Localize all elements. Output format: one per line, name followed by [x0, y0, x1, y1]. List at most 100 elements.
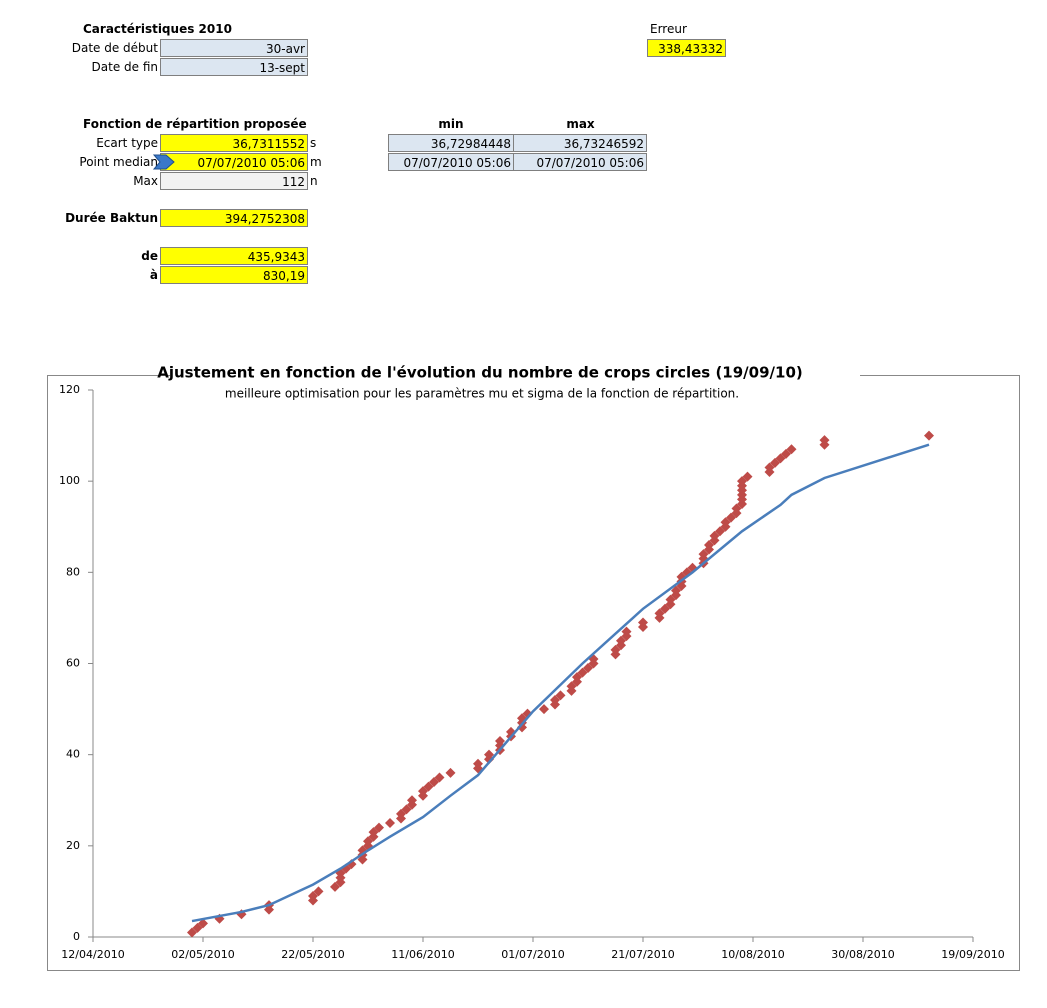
point: [654, 608, 665, 619]
x-tick-label: 01/07/2010: [501, 948, 564, 961]
label: Erreur: [650, 22, 687, 36]
row-label: Ecart type: [96, 136, 158, 150]
x-tick-label: 11/06/2010: [391, 948, 454, 961]
point: [418, 786, 428, 797]
cell[interactable]: 13-sept: [160, 58, 308, 76]
cell[interactable]: 07/07/2010 05:06: [513, 153, 647, 171]
point: [473, 758, 483, 769]
cell[interactable]: 394,2752308: [160, 209, 308, 227]
x-tick-label: 22/05/2010: [281, 948, 344, 961]
cell[interactable]: 36,7311552: [160, 134, 308, 152]
unit: s: [310, 136, 317, 150]
point: [665, 594, 676, 605]
x-tick-label: 19/09/2010: [941, 948, 1004, 961]
row-label: Date de début: [71, 41, 158, 55]
point: [484, 749, 494, 760]
point: [577, 667, 588, 678]
x-tick-label: 02/05/2010: [171, 948, 234, 961]
cell[interactable]: 07/07/2010 05:06: [388, 153, 514, 171]
y-tick-label: 100: [59, 474, 80, 487]
point: [770, 457, 780, 468]
row-label: de: [141, 249, 158, 263]
point: [308, 890, 318, 901]
point: [374, 822, 384, 833]
point: [610, 644, 621, 655]
point: [621, 626, 632, 637]
point: [715, 526, 725, 537]
point: [731, 503, 742, 514]
cell[interactable]: 36,72984448: [388, 134, 514, 152]
cell[interactable]: 112: [160, 172, 308, 190]
point: [764, 462, 775, 473]
point: [566, 681, 577, 692]
point: [187, 927, 197, 938]
arrow-icon[interactable]: [152, 152, 176, 172]
point: [709, 530, 720, 541]
point: [396, 808, 406, 819]
cell[interactable]: 30-avr: [160, 39, 308, 57]
point: [660, 603, 670, 614]
point: [495, 735, 505, 746]
chart-border: [47, 375, 1020, 971]
cell[interactable]: 36,73246592: [513, 134, 647, 152]
x-tick-label: 12/04/2010: [61, 948, 124, 961]
cell[interactable]: 435,9343: [160, 247, 308, 265]
section-title: Fonction de répartition proposée: [83, 117, 307, 131]
point: [429, 777, 439, 788]
point: [407, 795, 417, 806]
point: [445, 767, 456, 778]
point: [539, 704, 549, 715]
point: [550, 694, 560, 705]
point: [401, 804, 412, 815]
point: [742, 471, 753, 482]
point: [775, 453, 786, 464]
column-header: min: [438, 117, 464, 131]
point: [368, 827, 379, 838]
row-label: Durée Baktun: [65, 211, 158, 225]
y-tick-label: 0: [73, 930, 80, 943]
point: [198, 918, 208, 929]
line: [191, 443, 930, 923]
point: [819, 435, 830, 446]
point: [671, 585, 681, 596]
point: [583, 663, 593, 674]
y-tick-label: 60: [66, 657, 80, 670]
cell[interactable]: 07/07/2010 05:06: [160, 153, 308, 171]
point: [434, 772, 445, 783]
x-tick-label: 30/08/2010: [831, 948, 894, 961]
point: [698, 549, 709, 560]
point: [572, 672, 582, 683]
row-label: Max: [133, 174, 158, 188]
cell[interactable]: 338,43332: [647, 39, 726, 57]
column-header: max: [566, 117, 595, 131]
y-tick-label: 40: [66, 748, 80, 761]
point: [786, 444, 797, 455]
point: [313, 886, 324, 897]
point: [363, 836, 373, 847]
point: [726, 512, 736, 523]
title-backdrop: [170, 362, 860, 384]
point: [385, 818, 395, 829]
point: [704, 539, 714, 550]
cell[interactable]: 830,19: [160, 266, 308, 284]
y-tick-label: 20: [66, 839, 80, 852]
point: [781, 448, 791, 459]
section-title: Caractéristiques 2010: [83, 22, 232, 36]
chart-subtitle: meilleure optimisation pour les paramètr…: [225, 387, 739, 401]
y-tick-label: 80: [66, 565, 80, 578]
point: [330, 881, 340, 892]
row-label: à: [149, 268, 158, 282]
point: [737, 476, 747, 487]
chart-title: Ajustement en fonction de l'évolution du…: [157, 364, 803, 382]
y-tick-label: 120: [59, 383, 80, 396]
point: [423, 781, 434, 792]
unit: m: [310, 155, 322, 169]
x-tick-label: 21/07/2010: [611, 948, 674, 961]
point: [638, 617, 648, 628]
point: [555, 690, 566, 701]
row-label: Point median: [79, 155, 158, 169]
point: [924, 430, 934, 441]
x-tick-label: 10/08/2010: [721, 948, 784, 961]
